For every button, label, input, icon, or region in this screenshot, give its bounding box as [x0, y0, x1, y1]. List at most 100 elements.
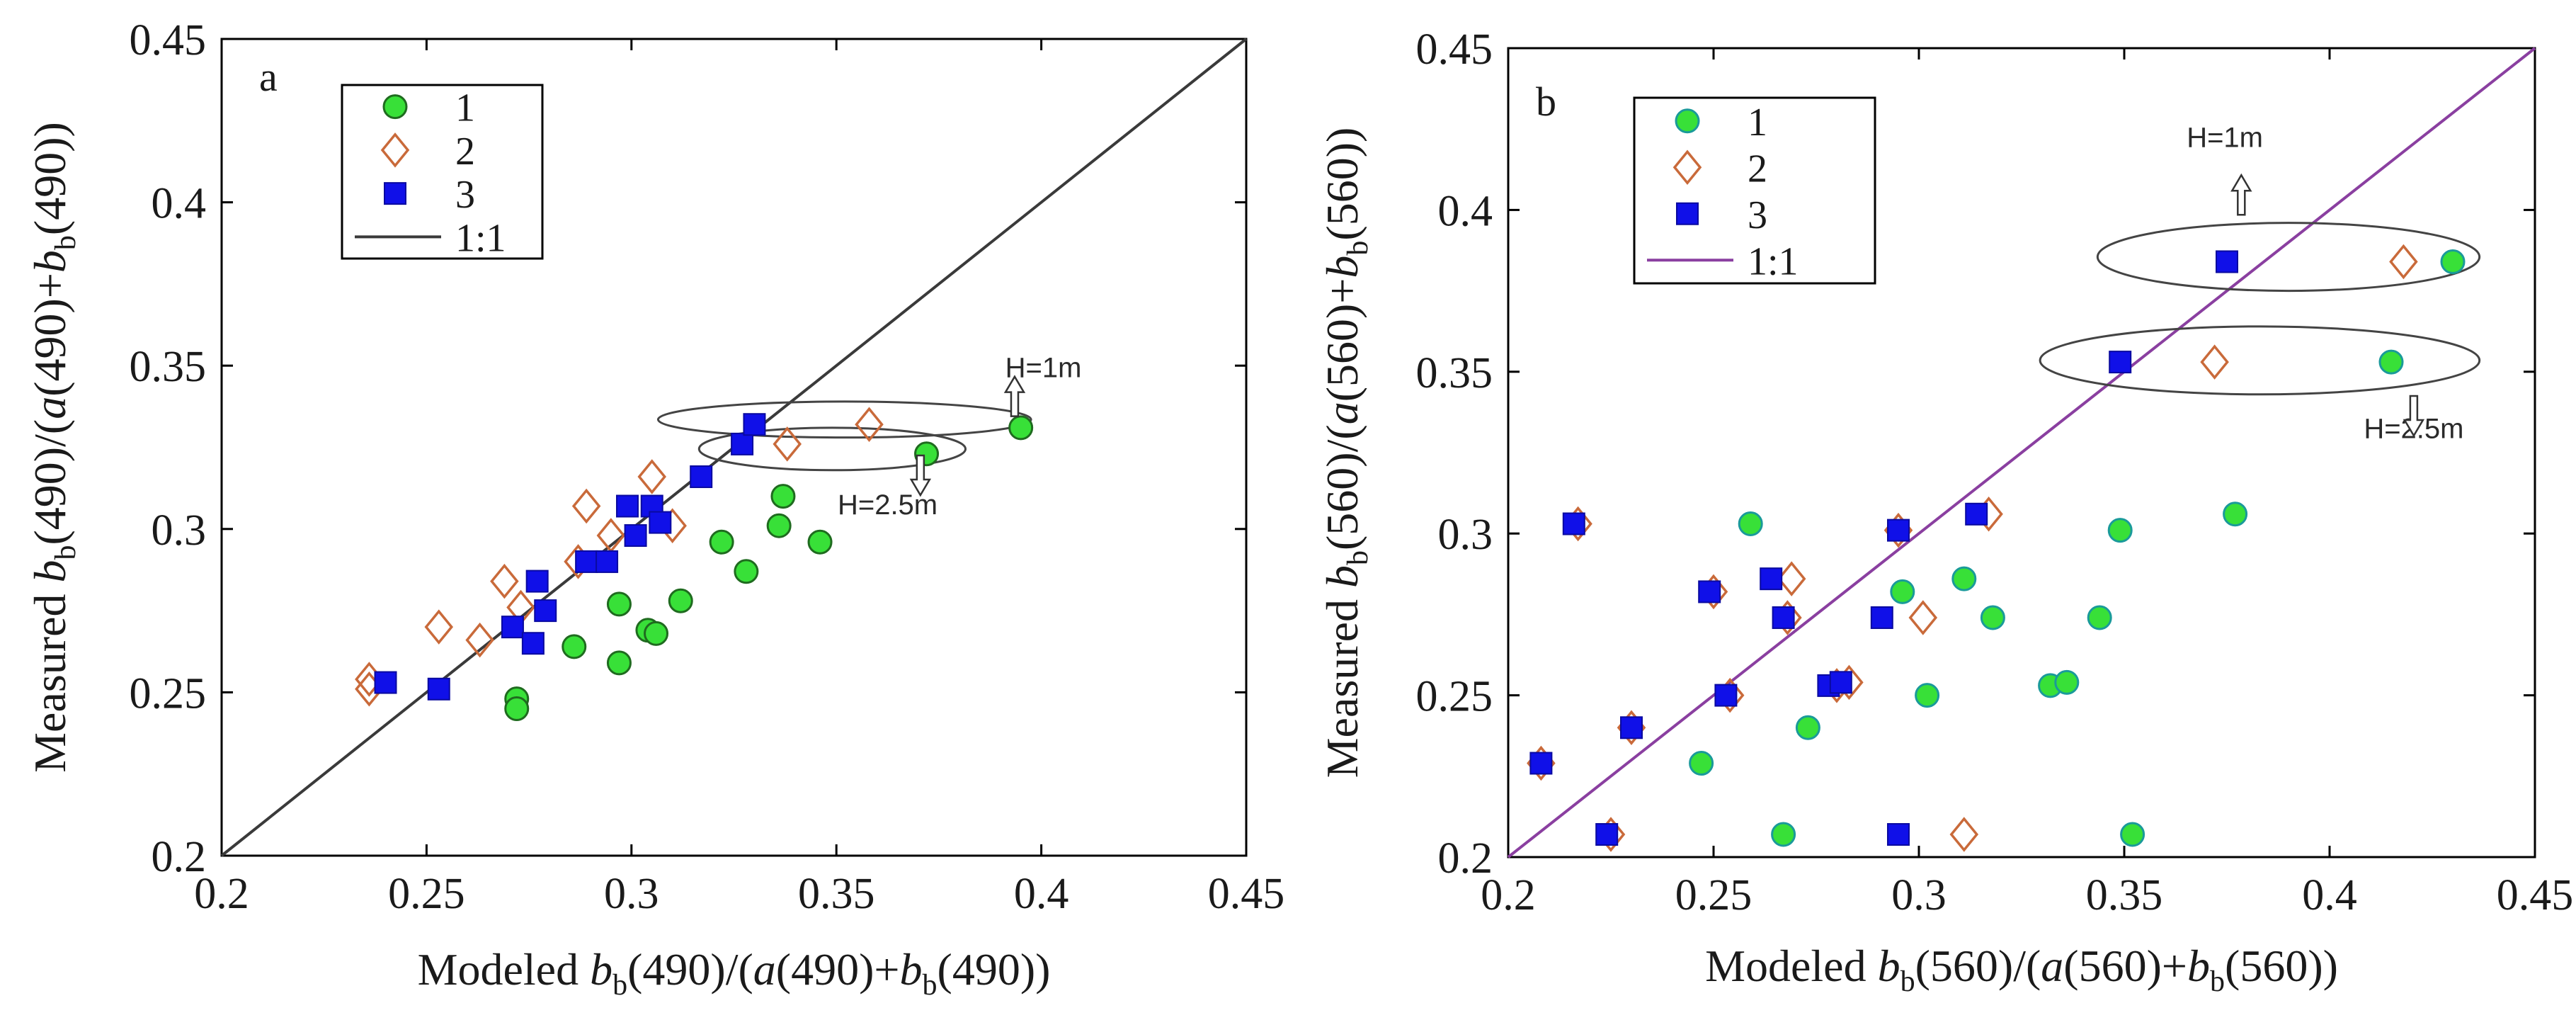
data-point: [2109, 351, 2132, 374]
data-point: [427, 677, 450, 701]
data-point: [690, 465, 713, 489]
data-point: [2223, 502, 2248, 527]
x-tick-label: 0.3: [604, 870, 659, 918]
series-3: [374, 413, 766, 701]
data-point: [2087, 605, 2112, 630]
axis-label-part: (560)+: [2063, 941, 2187, 991]
legend-box: [341, 84, 544, 260]
data-point: [1980, 605, 2005, 630]
data-point: [1890, 579, 1915, 604]
data-point: [1008, 415, 1034, 441]
arrow-down-icon: [909, 454, 932, 497]
legend-swatch: [382, 94, 408, 120]
y-tick-label: 0.25: [1416, 673, 1493, 721]
data-point: [571, 488, 601, 524]
data-point: [606, 591, 632, 617]
axis-label-part: Measured: [25, 583, 75, 773]
data-point: [1949, 817, 1979, 852]
legend-label: 1: [1748, 101, 1767, 144]
y-tick-label: 0.35: [1416, 349, 1493, 397]
axis-label-part: (490)+: [776, 944, 900, 994]
data-point: [2440, 249, 2466, 274]
legend-label: 2: [1748, 147, 1767, 191]
axis-label-part: b: [50, 545, 82, 560]
arrow-up-icon: [2230, 173, 2252, 216]
x-tick-label: 0.4: [2302, 871, 2357, 919]
legend-swatch: [1676, 202, 1699, 225]
y-axis-label: Measured bb(560)/(a(560)+bb(560)): [1317, 128, 1374, 778]
axis-label-part: b: [25, 560, 75, 583]
axis-label-part: b: [900, 944, 923, 994]
axis-label-part: (490)): [25, 122, 75, 235]
legend-swatch: [1675, 108, 1700, 134]
y-tick-label: 0.25: [130, 669, 207, 718]
data-point: [1772, 606, 1795, 629]
axis-label-part: a: [1317, 402, 1367, 424]
data-point: [2120, 822, 2145, 847]
data-point: [1714, 684, 1738, 707]
data-point: [1738, 511, 1763, 536]
data-point: [501, 616, 524, 639]
axis-label-part: (490)/(: [25, 419, 75, 545]
data-point: [521, 632, 545, 655]
series-3: [1529, 250, 2238, 846]
depth-ellipse: [656, 400, 1032, 439]
axis-label-part: b: [612, 969, 627, 1002]
axis-label-part: (560)/(: [1317, 424, 1367, 550]
data-point: [731, 432, 754, 455]
data-point: [734, 559, 759, 584]
x-tick-label: 0.35: [798, 870, 875, 918]
data-point: [1595, 823, 1619, 846]
data-point: [668, 588, 693, 613]
y-tick-label: 0.45: [130, 16, 207, 64]
axis-label-part: (560)): [2225, 941, 2338, 991]
data-point: [424, 609, 454, 645]
x-tick-label: 0.2: [1481, 871, 1536, 919]
data-point: [525, 570, 549, 593]
axis-label-part: b: [1317, 565, 1367, 588]
axis-label-part: Modeled: [418, 944, 591, 994]
chart-panel-b: 0.2 0.25 0.3 0.35 0.4 0.45 0.2 0.25 0.3 0.35 0.4 0.…: [1317, 26, 2573, 998]
axis-label-part: b: [1900, 965, 1915, 998]
data-point: [1887, 518, 1910, 542]
legend-box: [1633, 96, 1876, 285]
data-point: [1829, 671, 1852, 694]
axis-label-part: b: [1878, 941, 1900, 991]
axis-label-part: (560)): [1317, 128, 1367, 241]
x-tick-label: 0.2: [194, 870, 249, 918]
data-point: [649, 511, 672, 534]
data-point: [595, 550, 619, 573]
axis-label-part: (490)+: [25, 273, 75, 397]
plot-frame: [1507, 47, 2536, 858]
data-point: [2216, 250, 2238, 273]
data-point: [1529, 752, 1553, 775]
annotation-label: H=2.5m: [838, 489, 937, 521]
legend-label: 2: [455, 130, 475, 174]
chart-panel-a: 0.2 0.25 0.3 0.35 0.4 0.45 0.2 0.25 0.3 0.35 0.4 0.…: [25, 16, 1284, 1002]
arrow-down-icon: [2403, 395, 2425, 438]
x-tick-label: 0.45: [2497, 871, 2574, 919]
data-point: [855, 407, 884, 442]
data-point: [773, 426, 802, 462]
data-point: [504, 696, 530, 721]
data-point: [807, 529, 833, 555]
data-point: [1777, 561, 1806, 596]
axis-label-part: (560)/(: [1915, 941, 2041, 991]
legend-label: 1:1: [455, 216, 506, 260]
data-point: [743, 413, 766, 436]
data-point: [637, 459, 667, 494]
data-point: [562, 634, 587, 659]
axis-label-part: b: [590, 944, 612, 994]
data-point: [770, 484, 796, 509]
annotation-label: H=1m: [1005, 352, 1082, 383]
data-point: [1689, 751, 1714, 776]
y-tick-label: 0.35: [130, 343, 207, 391]
axis-label-part: b: [1342, 241, 1374, 256]
legend-label: 3: [455, 173, 475, 217]
legend-label: 3: [1748, 193, 1767, 237]
data-point: [1915, 683, 1940, 708]
axis-label-part: a: [2041, 941, 2063, 991]
legend-swatch: [384, 182, 406, 205]
